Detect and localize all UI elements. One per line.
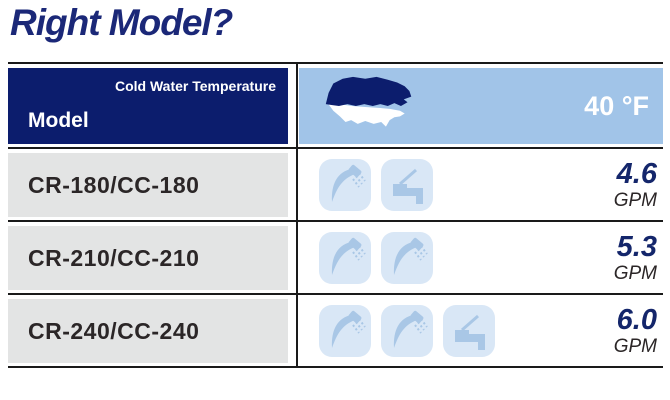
table-body: CR-180/CC-180 4.6 GPM CR- bbox=[8, 147, 663, 366]
flow-rate-unit: GPM bbox=[613, 263, 657, 284]
fixture-icons bbox=[319, 159, 443, 211]
table-row: CR-240/CC-240 bbox=[8, 293, 663, 366]
header-model-cell: Cold Water Temperature Model bbox=[8, 68, 288, 144]
flow-rate: 6.0 GPM bbox=[613, 304, 657, 357]
flow-rate-value: 4.6 bbox=[616, 158, 657, 190]
us-canada-map-icon bbox=[321, 75, 417, 137]
table-row: CR-210/CC-210 5.3 GPM bbox=[8, 220, 663, 293]
column-divider bbox=[296, 62, 298, 366]
shower-icon bbox=[381, 232, 433, 284]
flow-rate-unit: GPM bbox=[613, 336, 657, 357]
model-name: CR-180/CC-180 bbox=[8, 153, 288, 217]
shower-icon bbox=[319, 305, 371, 357]
fixture-icons bbox=[319, 232, 443, 284]
flow-rate-unit: GPM bbox=[613, 190, 657, 211]
capacity-cell: 4.6 GPM bbox=[299, 153, 663, 217]
table-header-row: Cold Water Temperature Model 40 °F bbox=[8, 62, 663, 147]
cold-water-temperature-label: Cold Water Temperature bbox=[114, 78, 276, 94]
temperature-value: 40 °F bbox=[584, 90, 649, 121]
flow-rate: 5.3 GPM bbox=[613, 231, 657, 284]
flow-rate: 4.6 GPM bbox=[613, 158, 657, 211]
model-name: CR-210/CC-210 bbox=[8, 226, 288, 290]
shower-icon bbox=[319, 232, 371, 284]
shower-icon bbox=[381, 305, 433, 357]
table-row: CR-180/CC-180 4.6 GPM bbox=[8, 147, 663, 220]
capacity-cell: 6.0 GPM bbox=[299, 299, 663, 363]
page-title: Right Model? bbox=[10, 2, 233, 43]
faucet-icon bbox=[443, 305, 495, 357]
header-temperature-cell: 40 °F bbox=[299, 68, 663, 144]
shower-icon bbox=[319, 159, 371, 211]
model-column-label: Model bbox=[28, 109, 89, 132]
flow-rate-value: 5.3 bbox=[616, 231, 657, 263]
model-comparison-table: Cold Water Temperature Model 40 °F CR-18… bbox=[8, 62, 663, 368]
model-name: CR-240/CC-240 bbox=[8, 299, 288, 363]
flow-rate-value: 6.0 bbox=[616, 304, 657, 336]
capacity-cell: 5.3 GPM bbox=[299, 226, 663, 290]
faucet-icon bbox=[381, 159, 433, 211]
fixture-icons bbox=[319, 305, 505, 357]
